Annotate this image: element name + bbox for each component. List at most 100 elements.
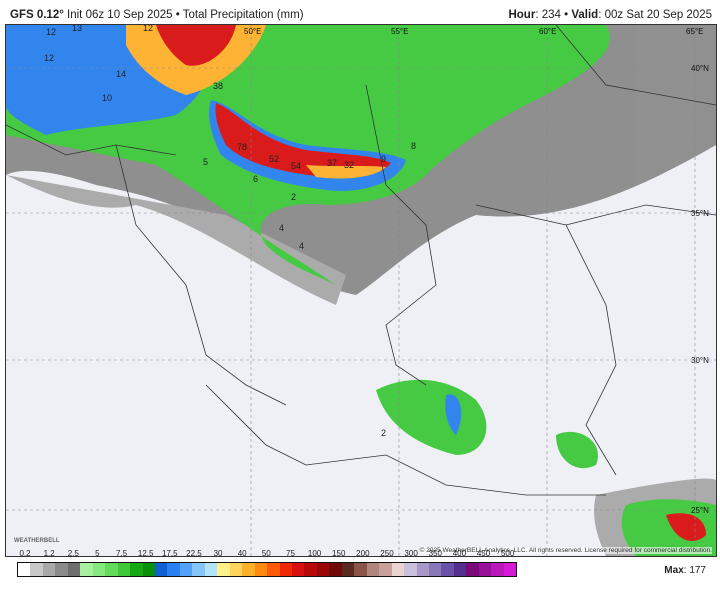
precip-red-band: [215, 103, 391, 178]
colorbar-tick: 40: [237, 549, 247, 558]
value-label: 4: [279, 223, 284, 233]
colorbar-swatch: [279, 563, 292, 576]
lat-label: 30°N: [691, 356, 709, 365]
colorbar-swatch: [142, 563, 155, 576]
precip-green-se: [556, 431, 598, 469]
colorbar-swatch: [491, 563, 504, 576]
value-label: 32: [344, 160, 354, 170]
precip-orange-band: [306, 165, 386, 179]
value-label: 12: [44, 53, 54, 63]
colorbar-tick: 250: [380, 549, 394, 558]
colorbar-swatch: [204, 563, 218, 576]
colorbar-swatch: [42, 563, 56, 576]
value-label: 10: [102, 93, 112, 103]
colorbar-swatch: [30, 563, 43, 576]
borders: [6, 25, 716, 496]
colorbar-swatch: [416, 563, 429, 576]
lon-label: 55°E: [391, 27, 408, 36]
colorbar-tick: 75: [286, 549, 295, 558]
colorbar-swatch: [18, 563, 31, 576]
colorbar-swatch: [329, 563, 342, 576]
colorbar-swatch: [341, 563, 355, 576]
value-label: 37: [327, 158, 337, 168]
colorbar-swatch: [229, 563, 243, 576]
value-label: 4: [299, 241, 304, 251]
precip-green-south: [376, 379, 487, 455]
colorbar-swatch: [267, 563, 280, 576]
lat-label: 40°N: [691, 64, 709, 73]
valid-time: 00z Sat 20 Sep 2025: [604, 9, 712, 21]
max-label: Max: [664, 565, 684, 576]
colorbar-swatch: [154, 563, 168, 576]
value-label: 78: [237, 142, 247, 152]
valid-label: Valid: [571, 9, 599, 21]
colorbar-tick: 100: [307, 549, 322, 558]
lat-labels: 40°N 35°N 30°N 25°N: [691, 64, 709, 515]
precip-red-nw: [156, 25, 236, 66]
value-label: 14: [116, 69, 126, 79]
value-label: 13: [72, 25, 82, 33]
forecast-hour: 234: [541, 9, 561, 21]
colorbar-tick: 300: [404, 549, 418, 558]
max-value: Max: 177: [664, 565, 706, 576]
colorbar-swatch: [379, 563, 392, 576]
value-label: 38: [213, 81, 223, 91]
hour-label: Hour: [508, 9, 536, 21]
colorbar-tick: 350: [428, 549, 442, 558]
value-label: 9: [381, 154, 386, 164]
model-name: GFS 0.12°: [10, 9, 64, 21]
colorbar-tick: 2.5: [67, 549, 79, 558]
graticule: [6, 25, 716, 556]
colorbar-swatch: [453, 563, 467, 576]
colorbar-swatch: [503, 563, 517, 576]
separator: •: [564, 9, 569, 21]
colorbar-swatch: [192, 563, 205, 576]
precip-se-core: [666, 513, 706, 541]
precip-fields: [6, 25, 716, 556]
colorbar-tick: 17.5: [161, 549, 178, 558]
colorbar-tick: 1.2: [43, 549, 55, 558]
colorbar-swatch: [366, 563, 380, 576]
lat-label: 35°N: [691, 209, 709, 218]
colorbar-swatch: [441, 563, 454, 576]
colorbar-swatch: [404, 563, 417, 576]
map-canvas: 50°E 55°E 60°E 65°E 40°N 35°N 30°N 25°N …: [6, 25, 716, 556]
map-title: GFS 0.12° Init 06z 10 Sep 2025 • Total P…: [10, 9, 304, 21]
value-label: 52: [269, 154, 279, 164]
colorbar-swatch: [254, 563, 268, 576]
product-name: Total Precipitation (mm): [182, 9, 304, 21]
colorbar-swatch: [55, 563, 68, 576]
colorbar-tick: 500: [500, 549, 515, 558]
colorbar-swatch: [105, 563, 118, 576]
colorbar-swatch: [304, 563, 317, 576]
init-time: Init 06z 10 Sep 2025: [67, 9, 173, 21]
colorbar-tick: 30: [213, 549, 223, 558]
lat-label: 25°N: [691, 506, 709, 515]
colorbar-swatch: [354, 563, 367, 576]
weatherbell-logo: WEATHERBELL: [14, 538, 60, 544]
colorbar-tick: 12.5: [137, 549, 154, 558]
colorbar-tick: 150: [332, 549, 346, 558]
colorbar-swatch: [242, 563, 255, 576]
lon-labels: 50°E 55°E 60°E 65°E: [244, 27, 703, 36]
colorbar-swatch: [130, 563, 143, 576]
colorbar-swatch: [466, 563, 479, 576]
colorbar-tick: 200: [356, 549, 370, 558]
value-label: 6: [253, 174, 258, 184]
value-label: 12: [143, 25, 153, 33]
copyright-notice: © 2025 WeatherBELL Analytics, LLC. All r…: [419, 547, 712, 554]
valid-time-header: Hour: 234 • Valid: 00z Sat 20 Sep 2025: [508, 9, 712, 21]
value-label: 8: [411, 141, 416, 151]
colorbar-swatch: [179, 563, 193, 576]
value-label: 5: [203, 157, 208, 167]
precip-blue-south: [445, 394, 462, 435]
colorbar: [17, 562, 517, 577]
value-labels: 12 13 12 12 14 10 38 78 52 54 37 32 9 8 …: [44, 25, 416, 438]
colorbar-swatch: [316, 563, 330, 576]
value-label: 2: [291, 192, 296, 202]
max-number: 177: [689, 565, 706, 576]
colorbar-tick: 22.5: [186, 549, 202, 558]
colorbar-swatch: [80, 563, 93, 576]
colorbar-swatch: [92, 563, 106, 576]
precip-gray-south: [6, 175, 346, 305]
